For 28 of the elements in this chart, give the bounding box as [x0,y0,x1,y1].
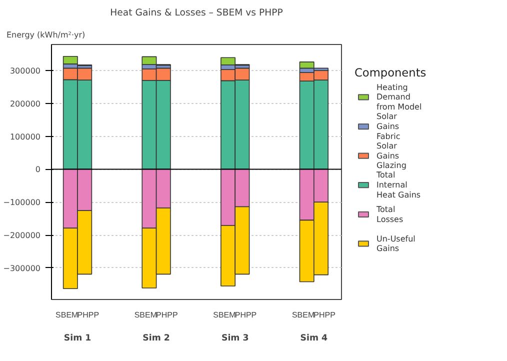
legend-label: Total Losses [376,204,404,224]
legend-title: Components [354,65,426,80]
x-tick-label: SBEM [134,310,158,320]
y-tick-label: −100000 [3,198,41,208]
text: Sim 4 [300,334,328,344]
x-tick-label: PHPP [156,310,178,320]
y-tick-label: 0 [35,165,41,174]
x-tick-label: PHPP [77,310,100,320]
text: Sim 2 [142,334,170,344]
x-tick-label: PHPP [234,310,257,320]
y-tick-label: −300000 [3,264,41,273]
legend-label: Total Internal Heat Gains [376,170,421,200]
y-tick-label: 100000 [10,132,41,142]
text: Sim 3 [221,334,249,344]
legend-label: Solar Gains Fabric [376,112,400,141]
y-tick-label: 300000 [10,66,41,76]
legend-label: Un-Useful Gains [376,234,416,254]
y-tick-label: 200000 [10,99,41,108]
legend-label: Heating Demand from Model [376,82,422,112]
x-tick-label: SBEM [213,310,236,320]
x-tick-label: SBEM [56,310,79,320]
y-axis-title: Energy (kWh/m²·yr) [6,30,86,40]
x-tick-label: SBEM [292,310,315,320]
y-tick-label: −200000 [3,231,41,240]
x-tick-label: PHPP [314,310,336,320]
chart-title: Heat Gains & Losses – SBEM vs PHPP [110,8,284,18]
text: Sim 1 [64,334,92,344]
legend-label: Solar Gains Glazing [376,141,406,170]
